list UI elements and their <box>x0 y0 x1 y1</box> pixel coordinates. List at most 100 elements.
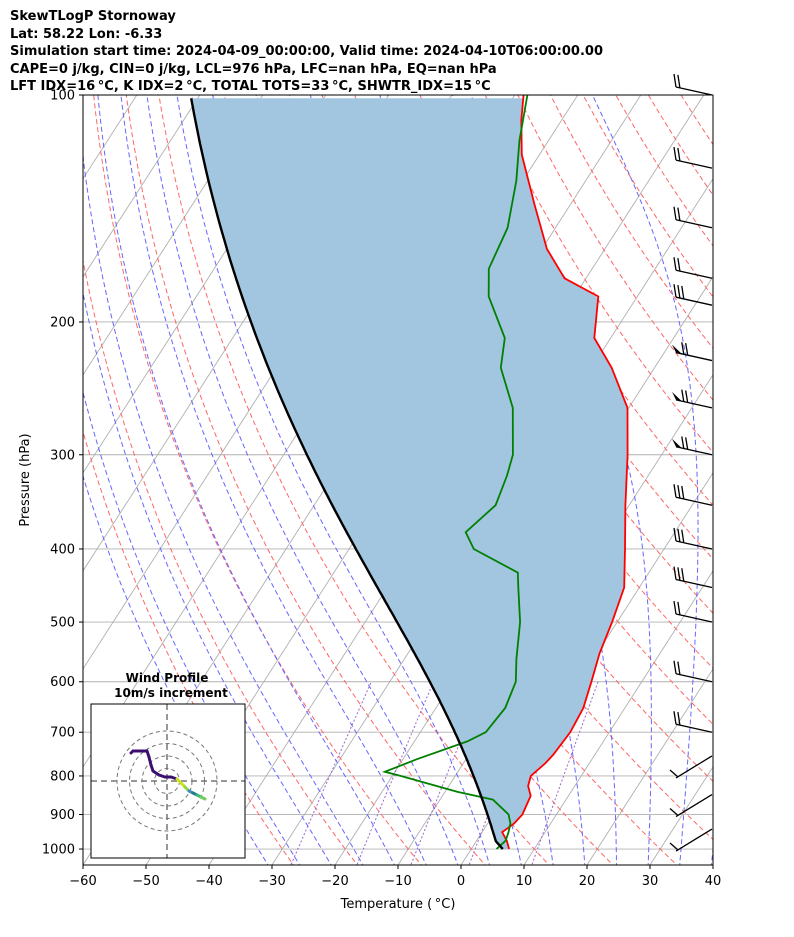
barb-flag <box>673 257 677 271</box>
inset-title: Wind Profile <box>126 671 209 685</box>
barb-pennant <box>672 391 682 402</box>
wind-barb <box>673 284 713 306</box>
barb-flag <box>681 389 685 402</box>
y-tick-label: 300 <box>50 448 75 463</box>
isotherm-50 <box>774 78 794 868</box>
barb-staff <box>675 755 713 779</box>
temperature-line <box>501 95 629 850</box>
inset-frame <box>90 703 246 859</box>
barb-flag <box>669 769 679 778</box>
moist-adiabat <box>83 390 301 865</box>
barb-flag <box>669 842 679 851</box>
dry-adiabat <box>93 95 422 865</box>
title-line-2: Lat: 58.22 Lon: -6.33 <box>10 26 163 42</box>
cin-area <box>191 98 628 850</box>
barb-flag <box>681 436 685 449</box>
x-axis-ticks: −60 −50 −40 −30 −20 −10 0 10 20 30 40 <box>69 865 721 889</box>
isotherm--110 <box>83 95 264 376</box>
isotherm-30 <box>649 766 713 865</box>
x-tick-label: −20 <box>321 874 348 889</box>
x-tick-label: 20 <box>579 874 596 889</box>
barb-flag <box>677 661 681 675</box>
x-tick-label: −40 <box>195 874 222 889</box>
barb-flag <box>677 711 681 726</box>
wind-barb <box>673 146 713 169</box>
barb-flag <box>677 485 681 499</box>
barb-flag <box>677 207 681 221</box>
barb-flag <box>673 73 677 88</box>
barb-flag <box>677 147 681 162</box>
barb-staff <box>675 269 713 279</box>
barb-staff <box>675 540 713 550</box>
title-line-4: CAPE=0 j/kg, CIN=0 j/kg, LCL=976 hPa, LF… <box>10 61 497 77</box>
barb-flag <box>673 566 677 580</box>
barb-staff <box>675 793 713 818</box>
barb-flag <box>673 660 677 674</box>
title-line-5: LFT IDX=16 °C, K IDX=2 °C, TOTAL TOTS=33… <box>10 79 491 94</box>
isotherm-10 <box>523 570 713 865</box>
wind-barb <box>673 206 713 229</box>
x-tick-label: 10 <box>516 874 533 889</box>
barb-flag <box>673 146 677 161</box>
wind-barb <box>669 755 713 779</box>
moist-adiabat <box>176 95 491 865</box>
barb-pennant <box>672 438 682 449</box>
mixing-ratio-line <box>290 681 372 865</box>
dry-adiabat <box>125 95 486 865</box>
moist-adiabat <box>591 95 699 865</box>
barb-pennant <box>672 344 682 354</box>
y-tick-label: 1000 <box>42 843 75 858</box>
x-tick-label: 30 <box>642 874 659 889</box>
x-tick-label: −10 <box>384 874 411 889</box>
barb-staff <box>675 828 713 852</box>
hodograph-segment <box>199 795 207 801</box>
y-tick-label: 900 <box>50 808 75 823</box>
barb-flag <box>677 601 681 616</box>
wind-barb <box>673 660 713 683</box>
barb-staff <box>675 159 713 169</box>
dry-adiabat <box>703 78 794 868</box>
barb-staff <box>675 578 713 589</box>
barb-flag <box>677 74 681 88</box>
barb-flag <box>673 284 677 298</box>
barb-flag <box>669 808 679 817</box>
barb-flag <box>677 567 681 581</box>
wind-barb <box>673 600 713 623</box>
wind-barbs <box>669 73 713 852</box>
moist-adiabat <box>120 95 427 865</box>
dry-adiabat <box>83 430 295 865</box>
moist-adiabat <box>97 95 395 865</box>
wind-barb <box>673 711 713 733</box>
title-line-1: SkewTLogP Stornoway <box>10 9 176 24</box>
barb-staff <box>675 219 713 229</box>
cape-cin-fill <box>191 98 628 850</box>
wind-barb <box>673 566 713 589</box>
barb-flag <box>685 437 689 450</box>
isotherm-40 <box>712 864 713 865</box>
y-tick-label: 800 <box>50 769 75 784</box>
wind-barb <box>673 484 713 506</box>
wind-barb <box>672 342 713 362</box>
barb-flag <box>673 206 677 220</box>
dry-adiabat <box>484 95 713 454</box>
barb-staff <box>675 723 713 733</box>
wind-barb <box>673 527 713 550</box>
dewpoint-line <box>381 95 529 850</box>
y-axis-ticks: 100 200 300 400 500 600 700 800 900 1000 <box>42 89 83 858</box>
profile-lines <box>190 95 629 850</box>
barb-flag <box>673 527 677 542</box>
x-axis-label: Temperature ( °C) <box>340 897 456 912</box>
wind-barb <box>673 73 713 96</box>
barb-flag <box>681 285 685 300</box>
isotherm-20 <box>586 668 713 865</box>
y-tick-label: 100 <box>50 89 75 104</box>
mixing-ratio-line <box>531 681 599 865</box>
y-tick-label: 200 <box>50 315 75 330</box>
barb-flag <box>673 600 677 615</box>
x-tick-label: 0 <box>457 874 465 889</box>
barb-flag <box>681 342 685 355</box>
dry-adiabat <box>615 95 713 247</box>
isotherm--140 <box>0 78 85 868</box>
wind-barb <box>669 793 713 818</box>
barb-flag <box>677 284 681 299</box>
